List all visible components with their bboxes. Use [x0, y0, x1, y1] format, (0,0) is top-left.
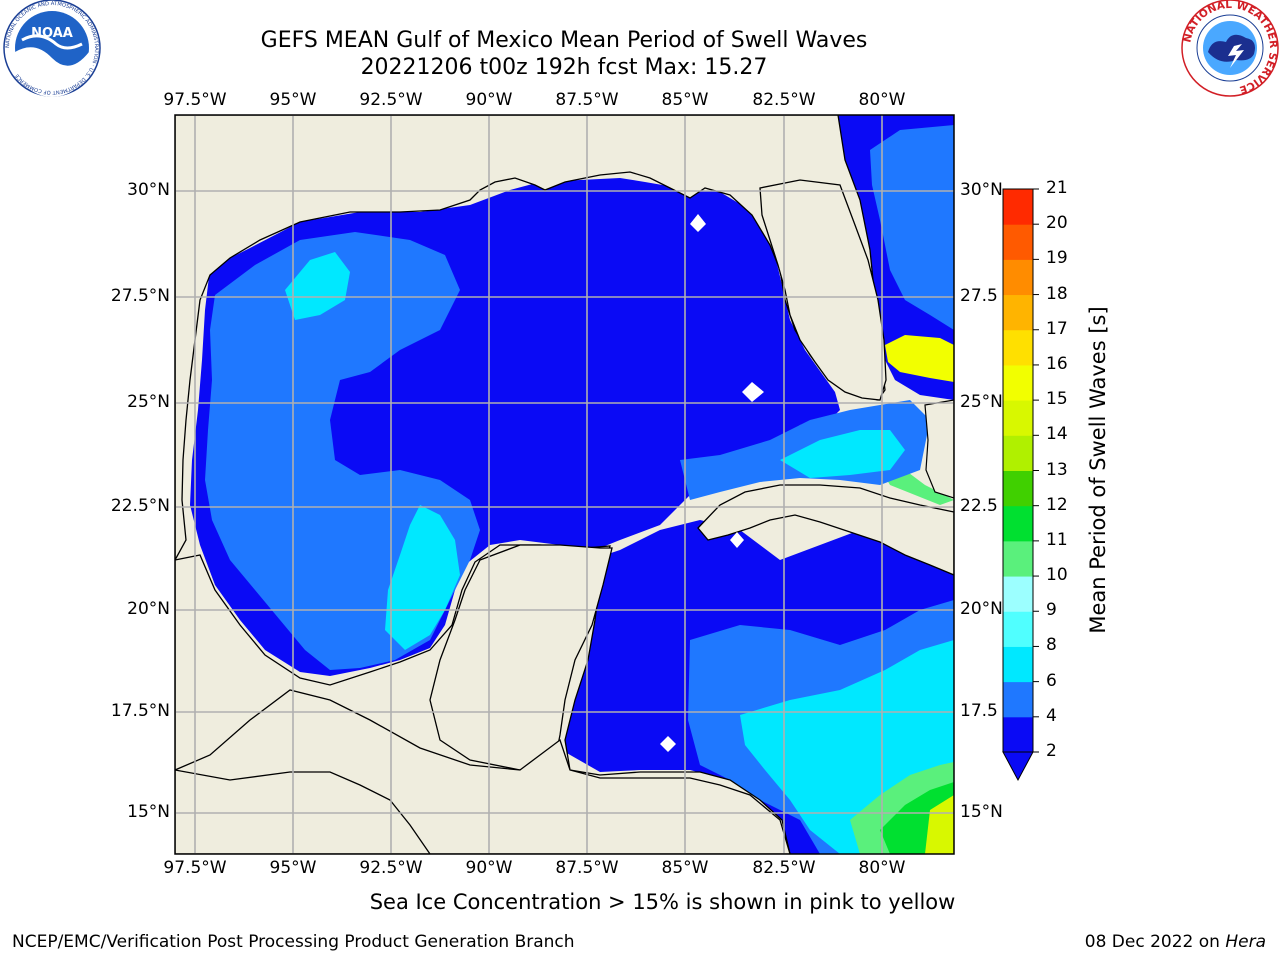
yucatan-land: [429, 544, 613, 771]
island-small-4: [730, 532, 744, 548]
lon-label-top: 80°W: [858, 90, 906, 110]
lon-label-top: 97.5°W: [163, 90, 227, 110]
lon-label-top: 85°W: [661, 90, 709, 110]
island-small-1: [742, 382, 764, 402]
colorbar-tick-label: 17: [1046, 318, 1068, 339]
lon-label-bottom: 82.5°W: [752, 858, 816, 878]
chart-title: GEFS MEAN Gulf of Mexico Mean Period of …: [260, 28, 868, 53]
colorbar-tick-label: 10: [1046, 565, 1068, 586]
lon-label-bottom: 92.5°W: [359, 858, 423, 878]
lat-label-right: 25°N: [960, 392, 1003, 412]
lat-label-right: 22.5: [960, 496, 998, 516]
colorbar-tick-label: 12: [1046, 494, 1068, 515]
colorbar-tick-label: 2: [1046, 741, 1057, 761]
lon-label-bottom: 90°W: [465, 858, 513, 878]
lat-label-left: 27.5°N: [110, 286, 170, 306]
gulf-west-cyan: [385, 505, 460, 650]
colorbar-tick-label: 21: [1046, 178, 1068, 198]
run-date: 08 Dec 2022 on Hera: [1085, 932, 1266, 952]
run-host: Hera: [1225, 932, 1266, 952]
map-area: [175, 115, 954, 854]
colorbar-tick-label: 4: [1046, 705, 1057, 726]
lon-label-top: 90°W: [465, 90, 513, 110]
colorbar-tick-label: 6: [1046, 670, 1057, 691]
sea-ice-note: Sea Ice Concentration > 15% is shown in …: [369, 890, 956, 914]
colorbar-tick-label: 9: [1046, 600, 1057, 621]
lon-label-bottom: 95°W: [269, 858, 317, 878]
lon-label-top: 82.5°W: [752, 90, 816, 110]
lat-label-right: 20°N: [960, 599, 1003, 619]
lat-label-left: 25°N: [127, 392, 170, 412]
island-small-2: [690, 214, 706, 232]
lat-label-right: 30°N: [960, 180, 1003, 200]
caribbean-yellow-patch: [925, 795, 954, 854]
lon-label-bottom: 97.5°W: [163, 858, 227, 878]
colorbar-tick-label: 19: [1046, 248, 1068, 269]
colorbar-tick-label: 14: [1046, 424, 1068, 445]
credit-text: NCEP/EMC/Verification Post Processing Pr…: [12, 932, 575, 952]
island-small-3: [660, 736, 676, 752]
run-date-text: 08 Dec 2022 on: [1084, 932, 1226, 952]
lon-label-bottom: 80°W: [858, 858, 906, 878]
lat-label-left: 20°N: [127, 599, 170, 619]
lat-label-right: 27.5: [960, 286, 998, 306]
florida-land: [759, 179, 887, 401]
colorbar-label: Mean Period of Swell Waves [s]: [1086, 306, 1110, 634]
lat-label-left: 17.5°N: [110, 701, 170, 721]
lat-label-right: 17.5: [960, 701, 998, 721]
chart-subtitle: 20221206 t00z 192h fcst Max: 15.27: [360, 55, 768, 80]
gulf-nw-cyan: [285, 252, 350, 320]
colorbar-tick-label: 8: [1046, 635, 1057, 656]
lat-label-left: 30°N: [127, 180, 170, 200]
colorbar-tick-label: 16: [1046, 353, 1068, 374]
colorbar-tick-label: 18: [1046, 283, 1068, 304]
hispaniola-land: [924, 399, 954, 499]
lat-label-left: 15°N: [127, 802, 170, 822]
atlantic-bahamas-yellow: [885, 335, 954, 382]
lon-label-bottom: 87.5°W: [555, 858, 619, 878]
lon-label-bottom: 85°W: [661, 858, 709, 878]
lon-label-top: 95°W: [269, 90, 317, 110]
colorbar-tick-label: 20: [1046, 213, 1068, 234]
straits-cyan: [780, 430, 905, 478]
map-frame: [174, 114, 955, 855]
atlantic-light-band: [870, 125, 954, 330]
colorbar-tick-label: 15: [1046, 389, 1068, 410]
lon-label-top: 87.5°W: [555, 90, 619, 110]
lon-label-top: 92.5°W: [359, 90, 423, 110]
graticule: [175, 115, 954, 854]
colorbar-tick-label: 11: [1046, 529, 1068, 550]
colorbar-tick-label: 13: [1046, 459, 1068, 480]
lat-label-left: 22.5°N: [110, 496, 170, 516]
lat-label-right: 15°N: [960, 802, 1003, 822]
